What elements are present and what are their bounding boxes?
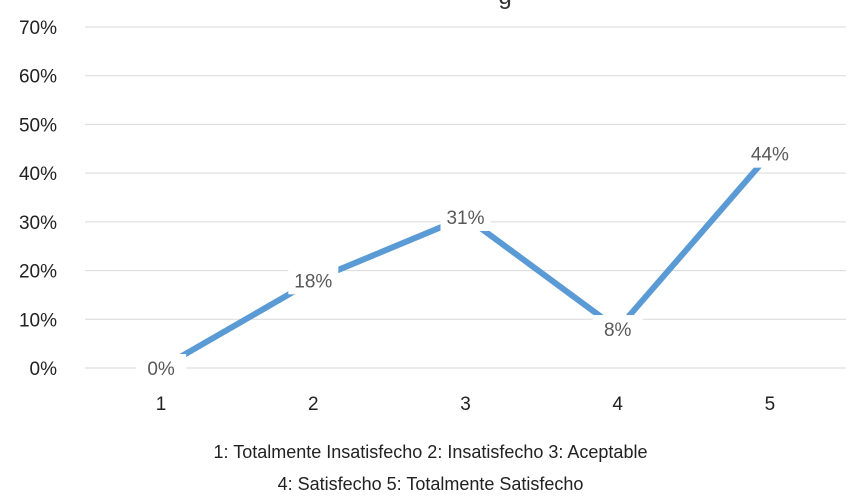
x-tick-label: 4: [612, 394, 623, 415]
y-tick-label: 70%: [19, 18, 57, 39]
legend-note-line-1: 1: Totalmente Insatisfecho 2: Insatisfec…: [213, 442, 648, 462]
data-label-bg: [592, 315, 643, 344]
x-tick-label: 2: [308, 394, 319, 415]
x-tick-label: 5: [765, 394, 776, 415]
y-tick-label: 60%: [19, 67, 57, 88]
x-tick-label: 1: [156, 394, 167, 415]
y-tick-label: 30%: [19, 213, 57, 234]
data-label-bg: [744, 139, 795, 168]
chart-title: g: [498, 0, 511, 10]
data-label-bg: [440, 202, 491, 231]
data-label: 0%: [147, 359, 175, 380]
data-label-bg: [136, 354, 187, 382]
x-tick-label: 3: [460, 394, 471, 415]
line-chart: g0%10%20%30%40%50%60%70%123450%18%31%8%4…: [19, 0, 846, 415]
data-label: 18%: [294, 271, 332, 292]
y-tick-label: 40%: [19, 164, 57, 185]
series-line: [158, 150, 773, 371]
y-tick-label: 50%: [19, 115, 57, 136]
data-label: 8%: [604, 320, 632, 341]
data-label: 31%: [446, 208, 484, 229]
data-label: 44%: [751, 145, 789, 166]
y-tick-label: 10%: [19, 310, 57, 331]
y-tick-label: 0%: [30, 359, 58, 380]
y-tick-label: 20%: [19, 262, 57, 283]
data-label-bg: [288, 266, 339, 295]
legend-note-line-2: 4: Satisfecho 5: Totalmente Satisfecho: [277, 474, 584, 494]
